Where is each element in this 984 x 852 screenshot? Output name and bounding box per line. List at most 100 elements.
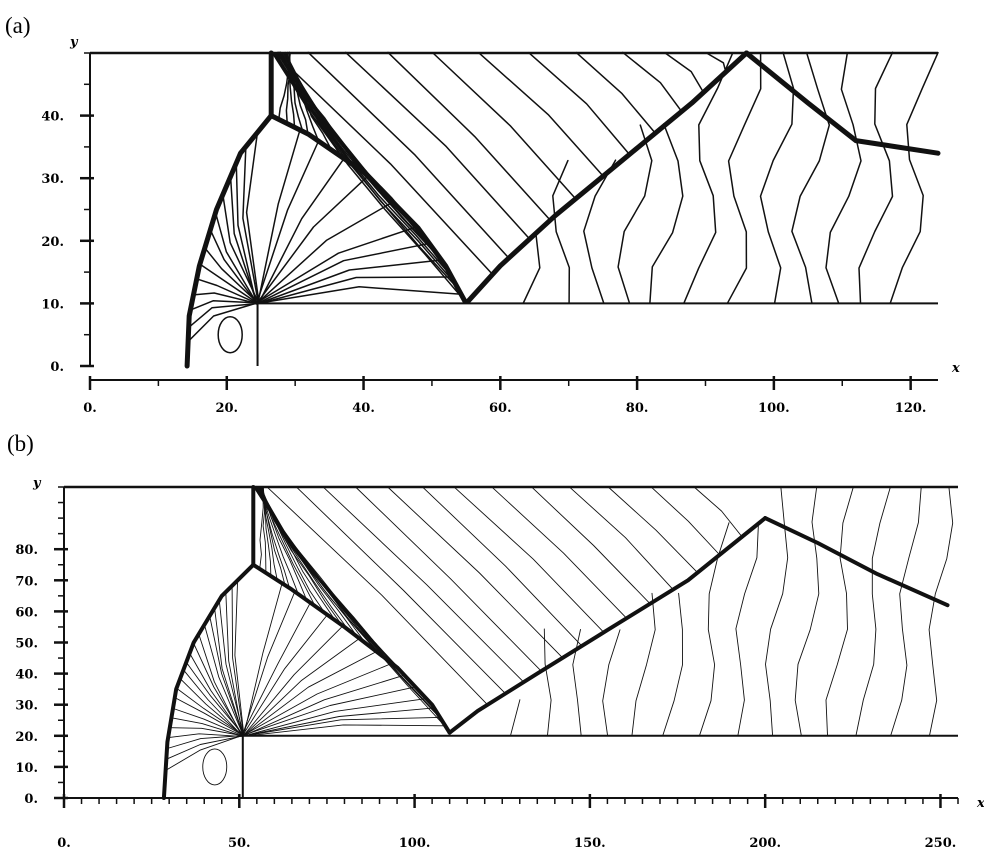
shock-lines [184, 50, 941, 369]
y-tick-label: 30. [41, 172, 64, 187]
contour-line [198, 262, 259, 305]
contour-line [242, 625, 343, 737]
contour-line [825, 486, 854, 736]
contour-line [622, 51, 683, 113]
contour-line [241, 663, 393, 737]
contour-line [583, 159, 617, 305]
step-body [257, 303, 938, 368]
y-tick-label: 80. [15, 543, 38, 558]
contour-line [242, 591, 295, 736]
contour-line [217, 315, 243, 354]
panel-b-label: (b) [7, 431, 34, 456]
contour-line [189, 302, 260, 327]
contour-line [168, 733, 243, 739]
x-tick-label: 40. [352, 401, 375, 416]
panel-b-x-axis-letter: x [976, 796, 984, 811]
contour-line [258, 157, 346, 304]
panel-a-contour-plot: (a) y x 0. 20. 40. 60. 80. 100. 120. 0. 10. 20. 30… [5, 13, 960, 416]
contour-line [262, 486, 278, 581]
x-tick-label: 150. [574, 836, 606, 851]
contour-line [218, 599, 245, 737]
contour-line [176, 688, 245, 736]
contour-line [180, 678, 244, 737]
panel-b-contour-plot: (b) y x 0. 50. 100. 150. 200. 250. 0. 10. 20. 30.… [7, 431, 984, 851]
contour-line [552, 159, 571, 304]
contour-line [242, 674, 405, 737]
contour-line [726, 51, 762, 305]
contour-line [355, 486, 542, 672]
reflected-shock [251, 562, 452, 735]
contour-line [706, 52, 727, 74]
panel-a-y-axis-letter: y [69, 35, 79, 50]
contour-line [664, 52, 705, 94]
floor-reflected-shock [447, 516, 768, 735]
contour-line [522, 231, 541, 305]
contour-line [243, 582, 283, 737]
x-tick-label: 100. [399, 836, 431, 851]
contour-line [214, 210, 259, 305]
contour-line [242, 716, 440, 737]
contour-line [169, 727, 243, 736]
contour-line [193, 642, 243, 736]
contour-line [791, 51, 831, 305]
contour-line [231, 585, 245, 736]
contour-line [568, 486, 674, 590]
contour-line [242, 697, 428, 737]
y-tick-label: 0. [24, 792, 38, 807]
contour-line [242, 707, 435, 737]
y-tick-label: 30. [15, 699, 38, 714]
contour-line [855, 486, 891, 737]
panel-a-x-axis-letter: x [951, 361, 960, 376]
contour-line [242, 724, 447, 737]
contour-line [528, 51, 631, 156]
contour-line [692, 485, 742, 537]
contour-line [203, 245, 260, 305]
second-reflection-shock [744, 50, 941, 156]
contour-line [478, 52, 605, 177]
contour-line [274, 52, 493, 275]
y-tick-label: 10. [15, 761, 38, 776]
contour-line [202, 748, 228, 786]
shock-lines [161, 485, 950, 800]
contour-line [256, 141, 319, 304]
reflected-shock [268, 113, 469, 306]
contour-line [257, 242, 432, 304]
contour-line [454, 486, 605, 634]
contour-line [825, 52, 862, 304]
x-tick-label: 0. [57, 836, 71, 851]
contour-line [175, 697, 244, 736]
contour-line [241, 614, 328, 737]
contour-line [242, 145, 260, 304]
contour-line [649, 123, 684, 304]
contour-line [432, 52, 576, 199]
contour-line [255, 226, 417, 304]
contour-line [245, 133, 260, 304]
contour-line [266, 486, 489, 706]
contour-line [165, 735, 244, 760]
contour-line [617, 124, 653, 304]
contour-line [208, 227, 258, 305]
y-tick-label: 0. [50, 360, 64, 375]
y-tick-label: 50. [15, 637, 38, 652]
contour-lines [165, 485, 954, 786]
contour-line [254, 486, 418, 689]
contour-line [387, 51, 551, 221]
contour-line [204, 625, 244, 736]
contour-line [344, 51, 531, 241]
y-tick-label: 70. [15, 574, 38, 589]
contour-line [387, 486, 564, 659]
axes: 0. 20. 40. 60. 80. 100. 120. 0. 10. 20. 30. 40. [41, 52, 938, 416]
contour-line [794, 486, 820, 737]
x-tick-label: 100. [758, 401, 790, 416]
contour-line [209, 616, 244, 737]
x-tick-label: 80. [626, 401, 649, 416]
contour-line [608, 487, 699, 574]
floor-reflected-shock [463, 50, 749, 306]
contour-line [182, 669, 243, 737]
contour-line [242, 686, 417, 736]
contour-line [229, 176, 258, 305]
y-tick-label: 40. [15, 668, 38, 683]
step-body [242, 735, 959, 800]
contour-line [197, 278, 260, 305]
